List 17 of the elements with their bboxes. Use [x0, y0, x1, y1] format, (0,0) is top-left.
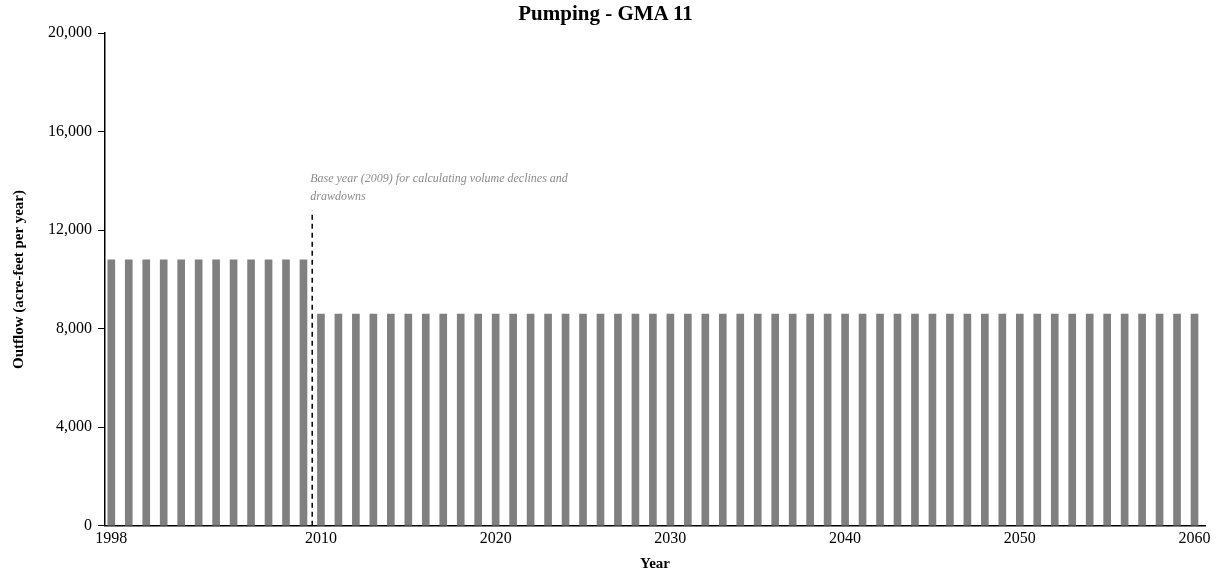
x-tick-label: 2020 — [479, 528, 512, 546]
x-tick-label: 2060 — [1178, 528, 1211, 546]
x-tick-label: 2030 — [654, 528, 687, 546]
y-tick-label: 20,000 — [48, 23, 92, 41]
y-tick-label: 8,000 — [56, 318, 92, 336]
y-tick-label: 4,000 — [56, 417, 92, 435]
y-tick-label: 16,000 — [48, 121, 92, 139]
x-axis-title: Year — [640, 554, 671, 571]
x-tick-label: 2010 — [304, 528, 337, 546]
y-tick-label: 12,000 — [48, 220, 92, 238]
y-axis-title: Outflow (acre-feet per year) — [9, 190, 27, 369]
ref-line-label: Base year (2009) for calculating volume declines and drawdowns — [310, 170, 569, 203]
chart-title: Pumping - GMA 11 — [518, 1, 693, 26]
y-tick-label: 0 — [84, 516, 92, 533]
x-tick-label: 2040 — [829, 528, 862, 546]
x-tick-label: 2050 — [1003, 528, 1036, 546]
x-tick-label: 1998 — [95, 528, 128, 546]
